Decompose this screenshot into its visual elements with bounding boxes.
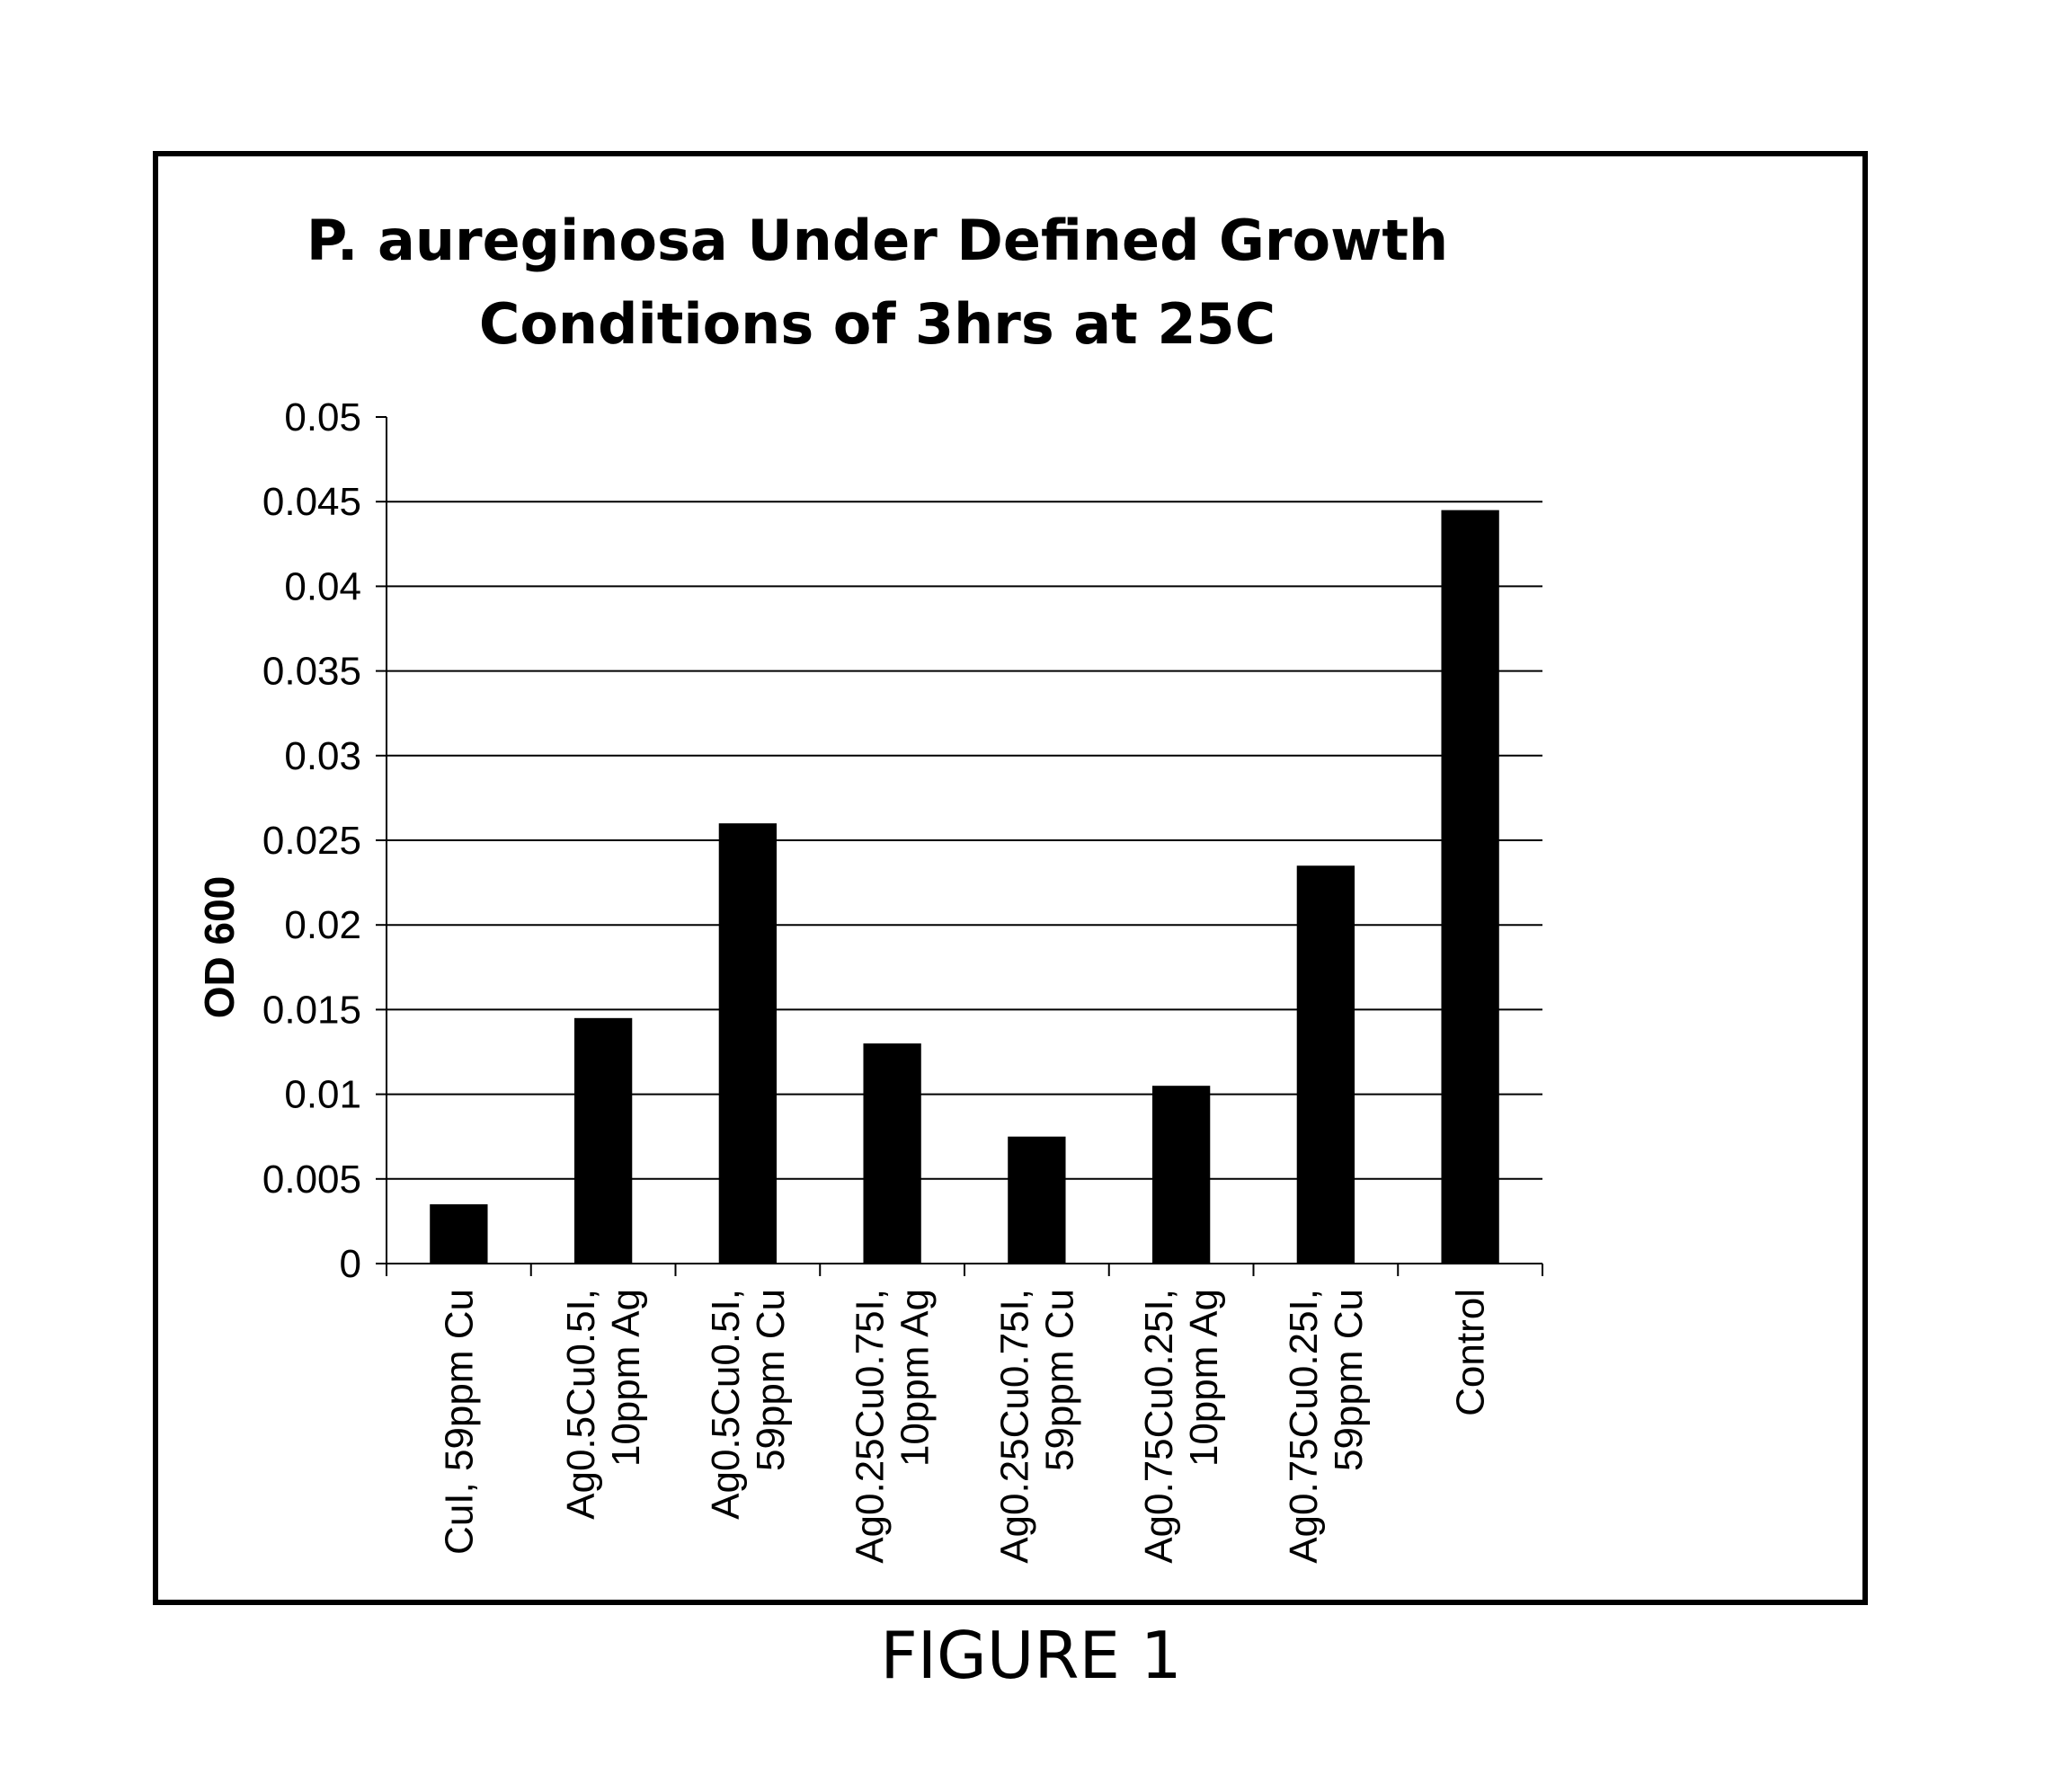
y-tick-label: 0.04 <box>284 564 361 608</box>
y-tick-label: 0.035 <box>262 650 361 694</box>
x-category-label: Control <box>1449 1289 1493 1416</box>
bar <box>430 1204 488 1264</box>
x-category-label: 10ppm Ag <box>893 1289 938 1467</box>
y-tick-label: 0.02 <box>284 903 361 947</box>
y-axis-label: OD 600 <box>196 876 243 1019</box>
y-tick-label: 0.045 <box>262 480 361 524</box>
bar-chart: P. aureginosa Under Defined Growth Condit… <box>196 208 1543 1564</box>
x-category-label: Ag0.75Cu0.25I, <box>1282 1289 1326 1564</box>
figure-caption: FIGURE 1 <box>880 1618 1182 1693</box>
y-tick-label: 0.01 <box>284 1073 361 1117</box>
x-category-label: Ag0.25Cu0.75I, <box>849 1289 893 1564</box>
bar <box>1296 865 1355 1264</box>
y-tick-label: 0.03 <box>284 734 361 778</box>
x-category-labels: CuI, 59ppm Cu Ag0.5Cu0.5I, 10ppm Ag Ag0.5Cu… <box>437 1289 1492 1564</box>
x-category-label: 59ppm Cu <box>749 1289 793 1471</box>
x-category-label: CuI, 59ppm Cu <box>437 1289 481 1555</box>
axes <box>376 416 1543 1276</box>
bar <box>573 1017 633 1264</box>
bar <box>1151 1086 1211 1264</box>
bar <box>718 823 778 1264</box>
bars <box>430 510 1499 1264</box>
x-category-label: 59ppm Cu <box>1037 1289 1081 1471</box>
y-tick-label: 0.025 <box>262 819 361 863</box>
y-tick-label: 0 <box>340 1242 361 1286</box>
x-category-label: 59ppm Cu <box>1327 1289 1371 1471</box>
x-category-label: Ag0.5Cu0.5I, <box>559 1289 603 1520</box>
x-category-label: 10ppm Ag <box>1182 1289 1226 1467</box>
gridlines <box>387 501 1542 1180</box>
chart-title: P. aureginosa Under Defined Growth Condit… <box>307 208 1448 357</box>
y-tick-label: 0.005 <box>262 1158 361 1202</box>
y-tick-label: 0.015 <box>262 988 361 1032</box>
chart-title-line-2: Conditions of 3hrs at 25C <box>479 291 1275 357</box>
x-category-label: Ag0.75Cu0.25I, <box>1137 1289 1181 1564</box>
bar <box>1008 1136 1066 1264</box>
x-category-label: Ag0.5Cu0.5I, <box>704 1289 748 1520</box>
x-category-label: 10ppm Ag <box>604 1289 648 1467</box>
x-category-label: Ag0.25Cu0.75I, <box>992 1289 1036 1564</box>
chart-frame: P. aureginosa Under Defined Growth Condit… <box>153 151 1868 1605</box>
bar <box>863 1043 921 1264</box>
y-tick-label: 0.05 <box>284 395 361 439</box>
bar <box>1441 510 1499 1264</box>
chart-title-line-1: P. aureginosa Under Defined Growth <box>307 208 1448 273</box>
y-tick-labels: 0 0.005 0.01 0.015 0.02 0.025 0.03 0.035 0.04 0.0… <box>262 395 361 1286</box>
